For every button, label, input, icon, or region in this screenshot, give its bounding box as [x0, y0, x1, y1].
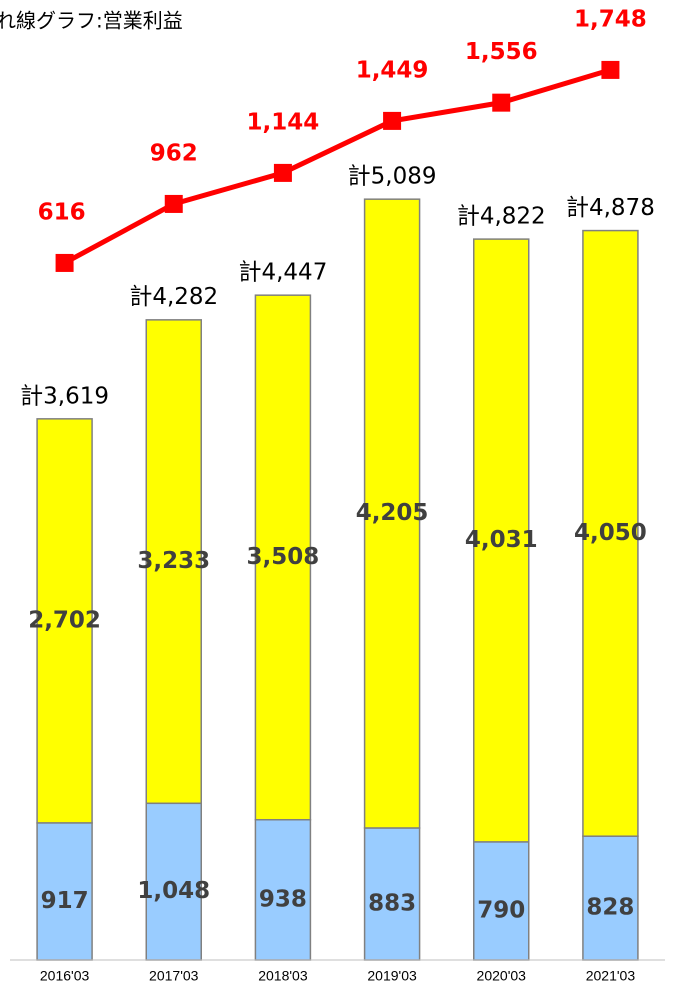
x-tick-label: 2018'03 [258, 968, 308, 984]
bar-segment [36, 418, 93, 824]
line-marker [273, 163, 292, 182]
chart-title: れ線グラフ:営業利益 [0, 9, 183, 33]
line-marker [164, 194, 183, 213]
data-label: 4,205 [356, 500, 429, 526]
bar-segment [582, 835, 639, 961]
total-label: 計4,447 [238, 260, 327, 286]
line-marker [601, 60, 620, 79]
line-label: 962 [150, 140, 198, 166]
line-label: 616 [38, 199, 86, 225]
data-label: 3,508 [247, 544, 320, 570]
total-label: 計5,089 [348, 164, 437, 190]
line-label: 1,449 [356, 57, 429, 83]
line-label: 1,748 [574, 6, 647, 32]
data-label: 828 [586, 895, 634, 921]
data-label: 883 [368, 890, 416, 916]
data-label: 4,031 [465, 527, 538, 553]
x-tick-label: 2021'03 [586, 968, 636, 984]
total-label: 計3,619 [20, 383, 109, 409]
data-label: 1,048 [137, 878, 210, 904]
total-label: 計4,878 [566, 195, 655, 221]
bar-segment [473, 238, 530, 843]
line-marker [492, 93, 511, 112]
line-marker [55, 253, 74, 272]
x-tick-label: 2020'03 [477, 968, 527, 984]
line-label: 1,556 [465, 39, 538, 65]
line [63, 67, 612, 266]
data-label: 917 [41, 888, 89, 914]
data-label: 3,233 [137, 548, 210, 574]
data-label: 938 [259, 886, 307, 912]
x-tick-label: 2017'03 [149, 968, 199, 984]
bar-segment [36, 822, 93, 961]
x-tick-label: 2016'03 [40, 968, 90, 984]
data-label: 790 [477, 897, 525, 923]
bar-segment [254, 294, 312, 821]
data-label: 2,702 [28, 607, 101, 633]
total-label: 計4,822 [457, 203, 546, 229]
bar-segment [145, 319, 202, 805]
line-label: 1,144 [247, 109, 320, 135]
bar-segment [582, 229, 639, 837]
bar-segment [363, 198, 421, 829]
data-label: 4,050 [574, 520, 647, 546]
x-tick-label: 2019'03 [367, 968, 417, 984]
total-label: 計4,282 [129, 284, 218, 310]
line-marker [383, 111, 402, 130]
